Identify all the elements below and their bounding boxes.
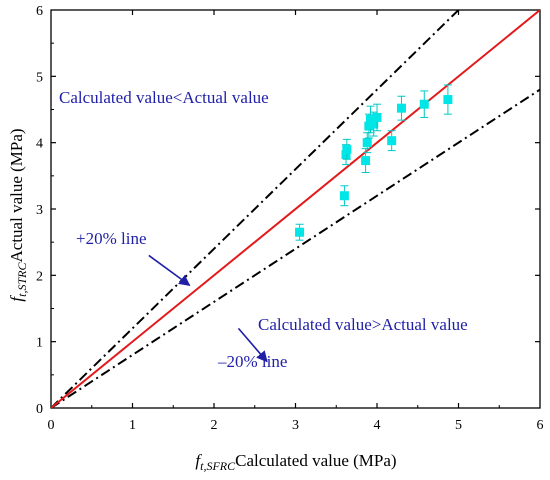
x-tick-label: 6	[537, 418, 544, 433]
y-axis-label-symbol: f	[7, 295, 26, 302]
y-axis-label-text: Actual value (MPa)	[7, 128, 26, 262]
y-tick-label: 0	[36, 402, 43, 417]
x-tick-label: 1	[129, 418, 136, 433]
y-tick-label: 1	[36, 336, 43, 351]
y-tick-label: 4	[36, 137, 43, 152]
data-point-marker	[362, 138, 372, 148]
x-axis-label-text: Calculated value (MPa)	[235, 451, 396, 470]
x-tick-label: 0	[48, 418, 55, 433]
y-axis-ticks: 0 1 2 3 4 5 6	[36, 4, 540, 417]
x-axis-label-symbol: f	[195, 451, 202, 470]
data-points	[295, 84, 453, 241]
y-tick-label: 3	[36, 203, 43, 218]
data-point-marker	[419, 99, 429, 109]
data-point-marker	[339, 191, 349, 201]
annotation-upper-region: Calculated value<Actual value	[59, 88, 269, 107]
data-point-marker	[372, 112, 382, 122]
reference-lines	[51, 10, 540, 408]
annotation-lower-region: Calculated value>Actual value	[258, 315, 468, 334]
data-point	[295, 223, 305, 241]
y-tick-label: 5	[36, 70, 43, 85]
data-point	[396, 95, 406, 121]
data-point-marker	[341, 150, 351, 160]
y-tick-label: 6	[36, 4, 43, 19]
y-axis-label-subscript: t,STRC	[15, 262, 29, 297]
y-tick-label: 2	[36, 269, 43, 284]
data-point-marker	[369, 119, 379, 129]
y-axis-label: ft,STRCActual value (MPa)	[7, 128, 29, 301]
x-tick-label: 5	[455, 418, 462, 433]
arrow-to-minus-20-line	[237, 327, 268, 363]
data-point-marker	[396, 103, 406, 113]
x-tick-label: 4	[374, 418, 381, 433]
arrow-to-plus-20-line	[148, 254, 191, 286]
data-point-marker	[364, 121, 374, 131]
data-point-marker	[295, 227, 305, 237]
x-axis-ticks: 0 1 2 3 4 5 6	[48, 10, 544, 433]
data-point-marker	[443, 95, 453, 105]
plus-20-line	[51, 10, 460, 408]
data-point-marker	[365, 114, 375, 124]
data-point	[372, 103, 382, 132]
data-point-marker	[342, 144, 352, 154]
annotation-minus-20-line: –20% line	[217, 352, 287, 371]
annotation-plus-20-line: +20% line	[76, 229, 147, 248]
data-point	[342, 138, 352, 160]
data-point-marker	[361, 156, 371, 166]
minus-20-line	[51, 88, 540, 408]
data-point-marker	[387, 136, 397, 146]
data-point	[419, 90, 429, 118]
data-point	[339, 185, 349, 207]
equal-value-line	[51, 10, 540, 408]
x-tick-label: 3	[292, 418, 299, 433]
x-axis-label: ft,SFRCCalculated value (MPa)	[195, 451, 396, 473]
x-axis-label-subscript: t,SFRC	[200, 459, 236, 473]
data-point	[387, 130, 397, 152]
data-point	[443, 84, 453, 115]
x-tick-label: 2	[211, 418, 218, 433]
